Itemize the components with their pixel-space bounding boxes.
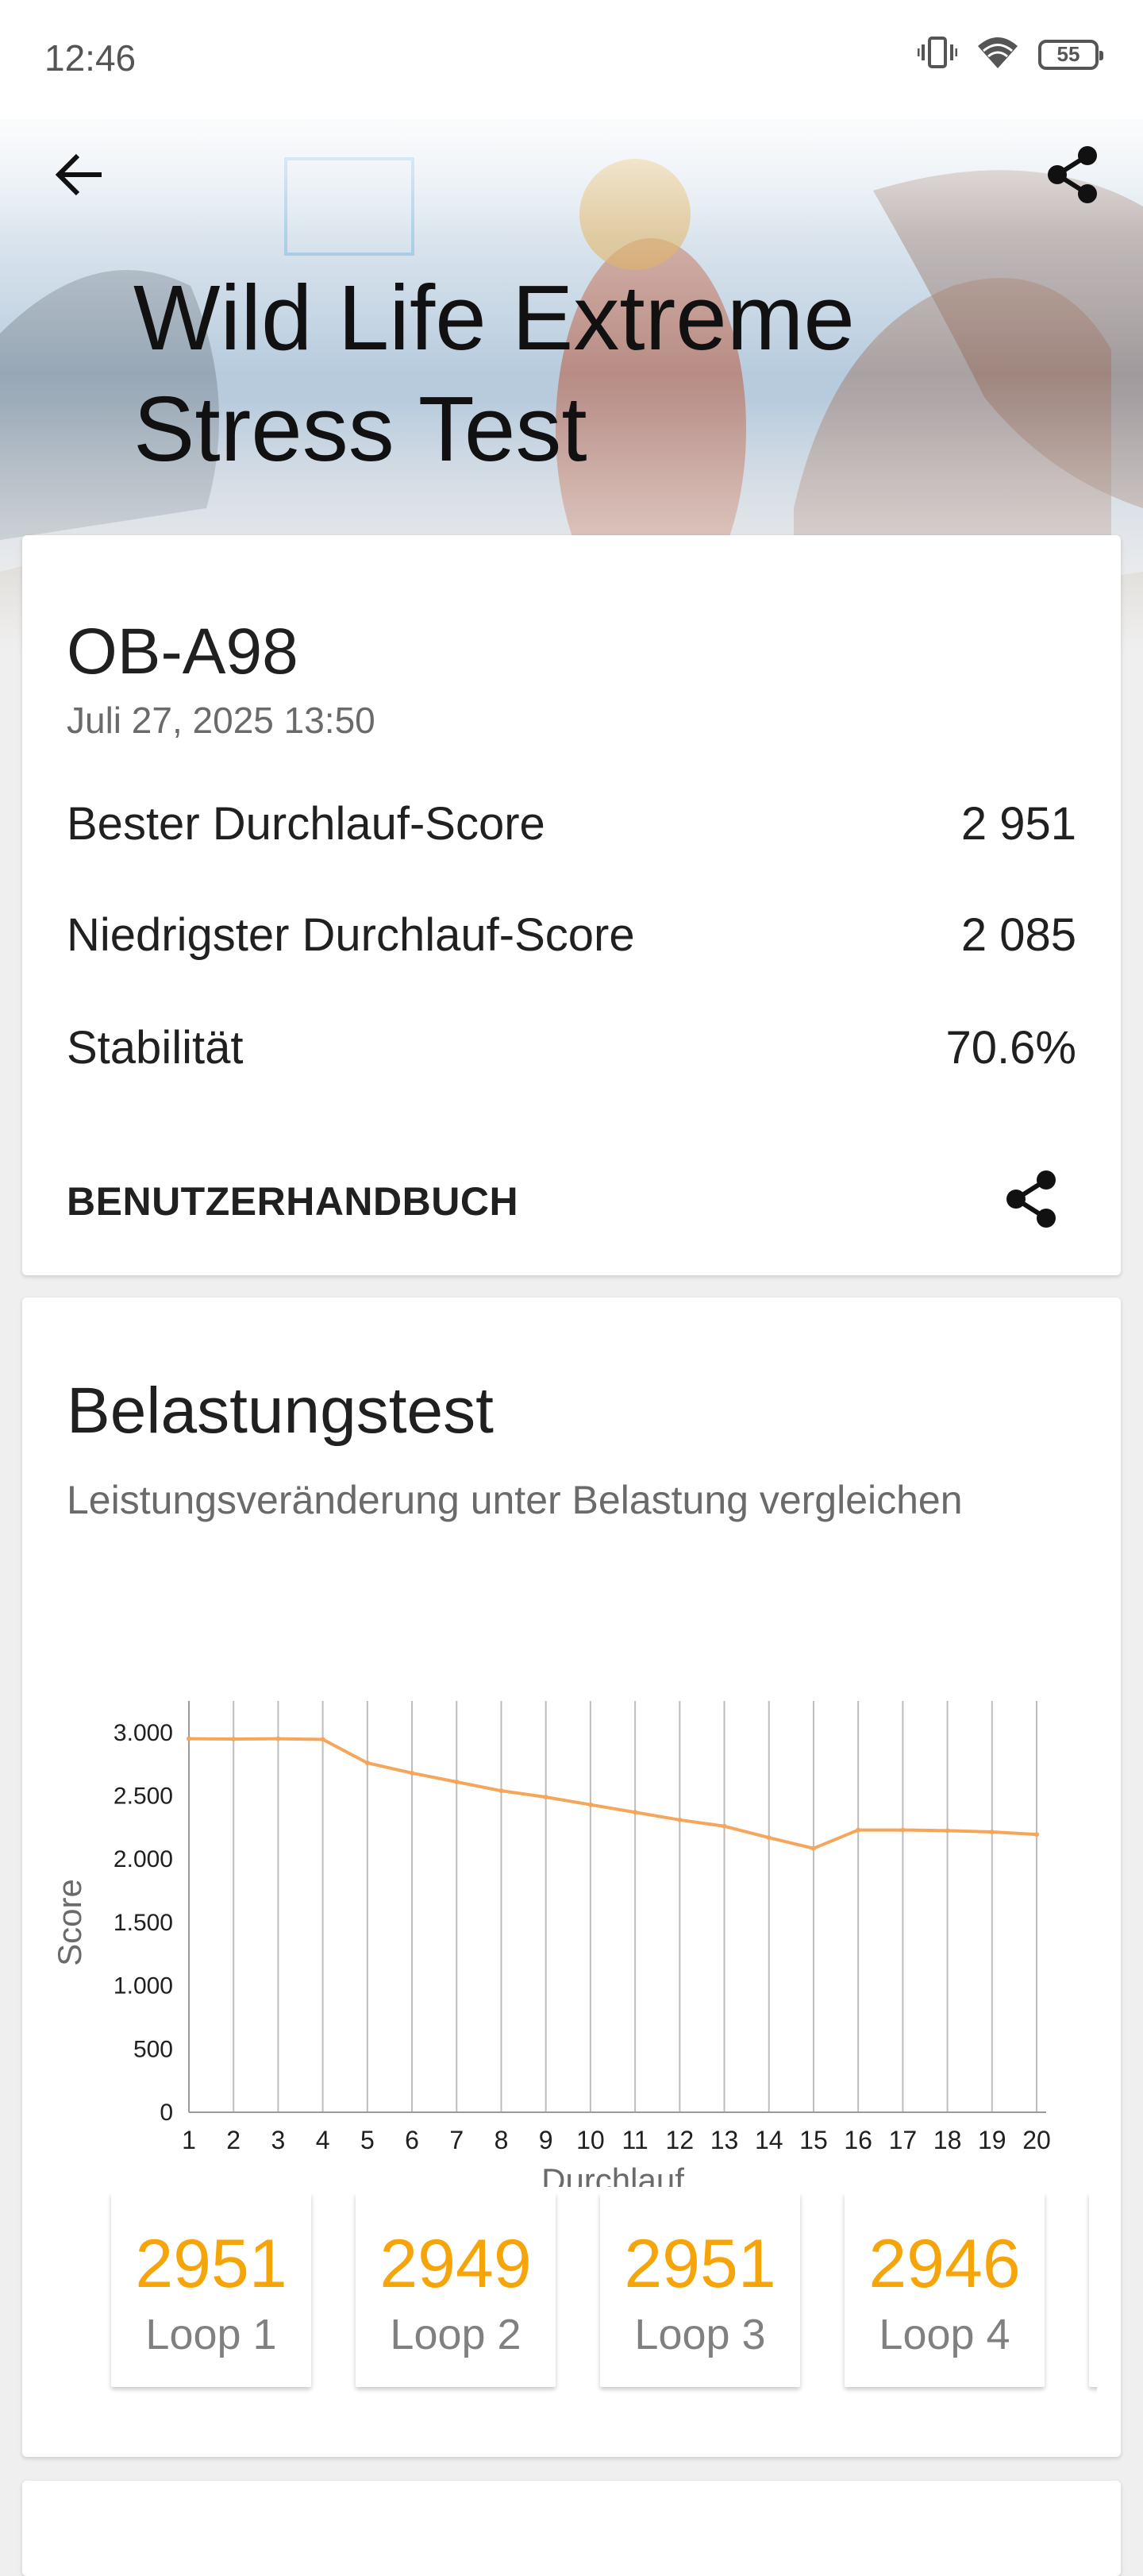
section-title: Belastungstest xyxy=(67,1375,494,1447)
status-icons: 55 xyxy=(917,35,1103,74)
y-tick-label: 3.000 xyxy=(114,1720,173,1746)
score-point xyxy=(989,1829,995,1834)
score-point xyxy=(810,1845,816,1851)
score-point xyxy=(187,1736,191,1741)
loop-card[interactable]: 2951 Loop 3 xyxy=(600,2193,800,2387)
x-tick-label: 19 xyxy=(978,2126,1006,2154)
stability-value: 70.6% xyxy=(945,1022,1076,1074)
device-name: OB-A98 xyxy=(67,615,298,688)
x-tick-label: 16 xyxy=(844,2126,872,2154)
x-tick-label: 17 xyxy=(889,2126,918,2154)
battery-icon: 55 xyxy=(1038,39,1103,70)
status-bar: 12:46 55 xyxy=(0,0,1143,119)
score-point xyxy=(543,1795,548,1800)
loop-score: 2951 xyxy=(624,2226,776,2302)
x-tick-label: 11 xyxy=(622,2126,648,2154)
x-tick-label: 6 xyxy=(405,2126,419,2154)
loop-score: 2949 xyxy=(379,2226,532,2302)
loop-label: Loop 3 xyxy=(634,2311,766,2358)
score-point xyxy=(633,1810,638,1815)
score-point xyxy=(498,1788,504,1794)
x-tick-label: 2 xyxy=(226,2126,241,2154)
page-title: Wild Life Extreme Stress Test xyxy=(133,262,1006,484)
stability-row: Stabilität 70.6% xyxy=(67,1021,1076,1074)
score-point xyxy=(587,1802,593,1807)
share-button[interactable] xyxy=(1041,143,1105,206)
y-tick-label: 2.000 xyxy=(114,1846,173,1872)
score-point xyxy=(677,1817,683,1822)
x-tick-label: 20 xyxy=(1022,2126,1051,2154)
best-score-row: Bester Durchlauf-Score 2 951 xyxy=(67,797,1076,850)
score-point xyxy=(320,1737,325,1742)
y-tick-label: 500 xyxy=(133,2036,173,2062)
score-point xyxy=(454,1780,460,1785)
loop-label: Loop 4 xyxy=(879,2311,1010,2358)
lowest-score-row: Niedrigster Durchlauf-Score 2 085 xyxy=(67,908,1076,962)
loop-card[interactable]: 2951 Loop 1 xyxy=(111,2193,311,2387)
loop-scores-carousel[interactable]: 2951 Loop 1 2949 Loop 2 2951 Loop 3 2946… xyxy=(87,2193,1097,2400)
x-tick-label: 12 xyxy=(666,2126,695,2154)
x-tick-label: 14 xyxy=(755,2126,783,2154)
back-button[interactable] xyxy=(48,143,111,206)
x-tick-label: 3 xyxy=(271,2126,286,2154)
x-tick-label: 9 xyxy=(539,2126,553,2154)
best-score-value: 2 951 xyxy=(960,798,1076,850)
y-tick-label: 2.500 xyxy=(114,1784,173,1810)
score-point xyxy=(766,1835,772,1841)
score-series-line xyxy=(188,1737,1037,1850)
loop-card[interactable]: 2946 Loop 4 xyxy=(845,2193,1045,2387)
x-tick-label: 4 xyxy=(316,2126,330,2154)
score-point xyxy=(900,1827,906,1833)
loop-card-partial[interactable] xyxy=(1089,2193,1097,2387)
y-axis-title: Score xyxy=(51,1879,88,1966)
section-subtitle: Leistungsveränderung unter Belastung ver… xyxy=(67,1478,963,1522)
test-date: Juli 27, 2025 13:50 xyxy=(67,700,375,741)
lowest-score-value: 2 085 xyxy=(960,909,1076,961)
x-tick-label: 7 xyxy=(449,2126,464,2154)
y-tick-label: 1.000 xyxy=(114,1973,173,1999)
loop-label: Loop 1 xyxy=(145,2311,277,2358)
x-tick-label: 15 xyxy=(799,2126,828,2154)
x-tick-label: 1 xyxy=(182,2126,196,2154)
share-icon xyxy=(1006,1170,1056,1228)
score-point xyxy=(364,1760,370,1766)
stress-test-card: Belastungstest Leistungsveränderung unte… xyxy=(22,1298,1121,2457)
x-tick-label: 10 xyxy=(576,2126,605,2154)
y-tick-label: 1.500 xyxy=(114,1910,173,1936)
loop-score: 2951 xyxy=(135,2226,287,2302)
wifi-icon xyxy=(976,35,1019,74)
x-tick-label: 8 xyxy=(495,2126,509,2154)
arrow-back-icon xyxy=(55,153,102,196)
result-summary-card: OB-A98 Juli 27, 2025 13:50 Bester Durchl… xyxy=(22,535,1121,1275)
share-result-button[interactable] xyxy=(1000,1167,1064,1231)
best-score-label: Bester Durchlauf-Score xyxy=(67,798,545,850)
x-tick-label: 18 xyxy=(933,2126,962,2154)
score-point xyxy=(945,1828,950,1834)
next-section-card xyxy=(22,2481,1121,2576)
score-point xyxy=(1034,1832,1039,1838)
stability-label: Stabilität xyxy=(67,1022,244,1074)
x-axis-title: Durchlauf xyxy=(541,2161,684,2187)
share-icon xyxy=(1048,146,1097,203)
vibrate-icon xyxy=(917,35,958,74)
loop-label: Loop 2 xyxy=(390,2311,521,2358)
loop-score: 2946 xyxy=(868,2226,1021,2302)
score-point xyxy=(722,1823,727,1829)
y-tick-label: 0 xyxy=(160,2100,173,2126)
score-point xyxy=(856,1827,861,1833)
loop-card[interactable]: 2949 Loop 2 xyxy=(356,2193,556,2387)
score-point xyxy=(410,1770,415,1776)
page-title-line1: Wild Life Extreme xyxy=(133,266,855,369)
score-point xyxy=(231,1736,237,1741)
x-tick-label: 13 xyxy=(710,2126,739,2154)
score-point xyxy=(275,1736,281,1741)
status-time: 12:46 xyxy=(44,37,137,79)
page-title-line2: Stress Test xyxy=(133,377,587,480)
x-tick-label: 5 xyxy=(360,2126,375,2154)
user-manual-link[interactable]: BENUTZERHANDBUCH xyxy=(67,1179,519,1224)
lowest-score-label: Niedrigster Durchlauf-Score xyxy=(67,909,635,961)
